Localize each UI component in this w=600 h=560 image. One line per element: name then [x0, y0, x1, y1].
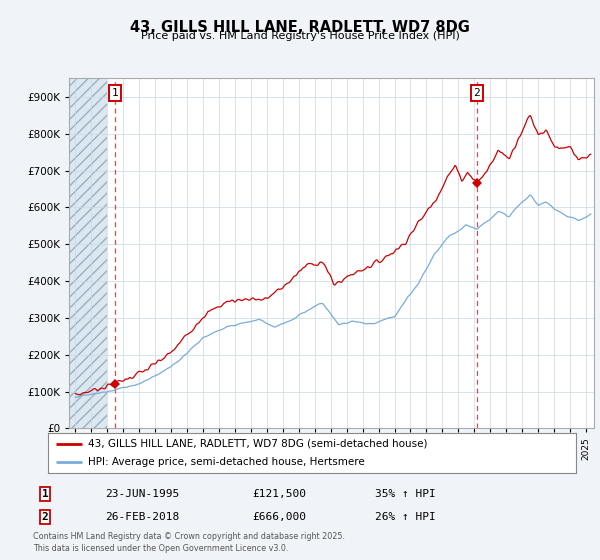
Text: 26-FEB-2018: 26-FEB-2018 [105, 512, 179, 522]
Text: 26% ↑ HPI: 26% ↑ HPI [375, 512, 436, 522]
Text: £121,500: £121,500 [252, 489, 306, 499]
Text: £666,000: £666,000 [252, 512, 306, 522]
Text: 2: 2 [473, 88, 480, 98]
Bar [69, 78, 107, 428]
Text: 23-JUN-1995: 23-JUN-1995 [105, 489, 179, 499]
Text: 35% ↑ HPI: 35% ↑ HPI [375, 489, 436, 499]
Text: Price paid vs. HM Land Registry's House Price Index (HPI): Price paid vs. HM Land Registry's House … [140, 31, 460, 41]
Text: HPI: Average price, semi-detached house, Hertsmere: HPI: Average price, semi-detached house,… [88, 457, 364, 467]
Text: 43, GILLS HILL LANE, RADLETT, WD7 8DG: 43, GILLS HILL LANE, RADLETT, WD7 8DG [130, 20, 470, 35]
Text: 43, GILLS HILL LANE, RADLETT, WD7 8DG (semi-detached house): 43, GILLS HILL LANE, RADLETT, WD7 8DG (s… [88, 439, 427, 449]
Text: 1: 1 [112, 88, 118, 98]
Text: 2: 2 [41, 512, 49, 522]
Text: 1: 1 [41, 489, 49, 499]
Text: Contains HM Land Registry data © Crown copyright and database right 2025.
This d: Contains HM Land Registry data © Crown c… [33, 532, 345, 553]
